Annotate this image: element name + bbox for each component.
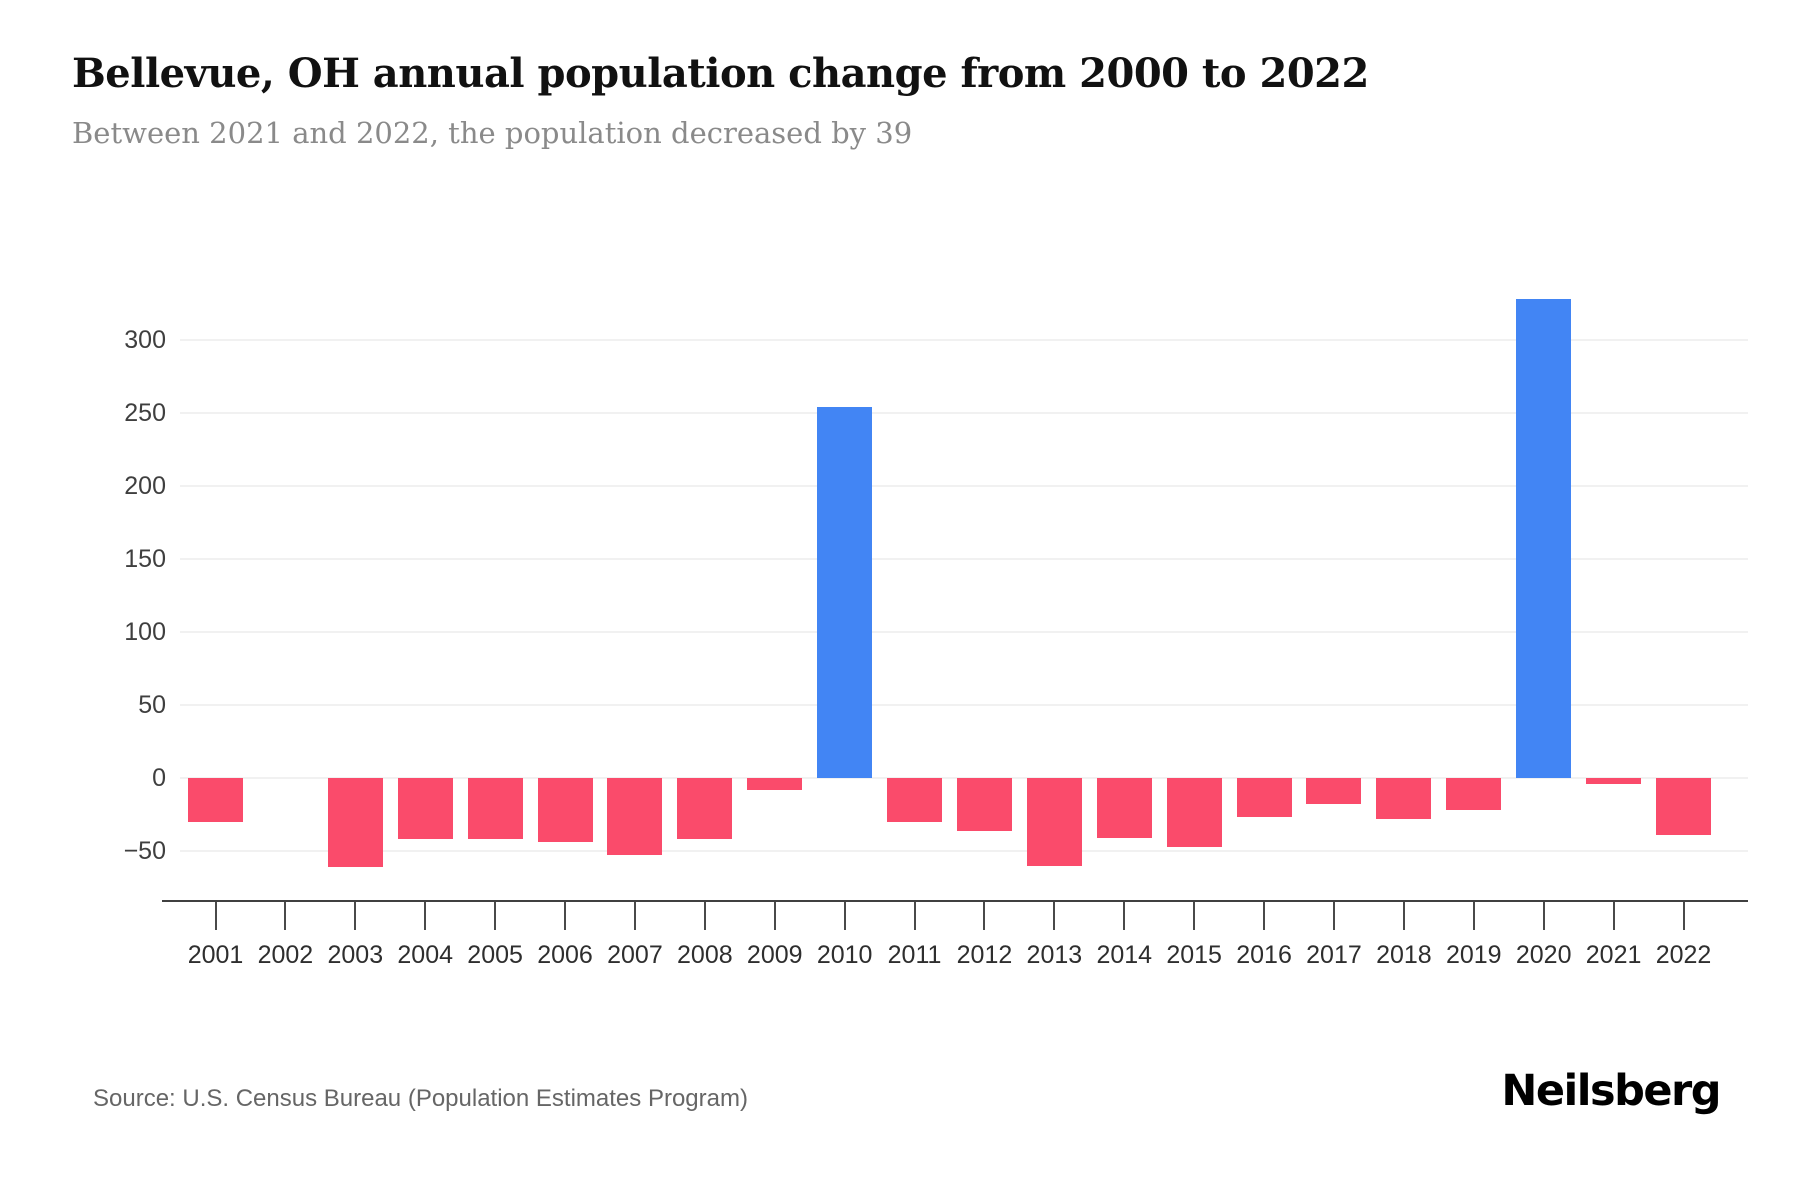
y-tick-label: 250: [124, 399, 166, 427]
x-tick-2011: [913, 902, 916, 930]
x-tick-label-2005: 2005: [467, 941, 523, 969]
x-tick-2018: [1402, 902, 1405, 930]
x-tick-2005: [494, 902, 497, 930]
x-tick-2003: [354, 902, 357, 930]
x-axis-line: [162, 900, 1748, 902]
bar-2018[interactable]: [1376, 778, 1432, 819]
bar-2014[interactable]: [1096, 778, 1152, 838]
x-tick-label-2016: 2016: [1236, 941, 1292, 969]
gridline-250: [180, 412, 1748, 414]
neilsberg-logo: Neilsberg: [1501, 1066, 1721, 1116]
x-tick-label-2018: 2018: [1376, 941, 1432, 969]
gridline-150: [180, 558, 1748, 560]
y-tick-label: 0: [152, 764, 166, 792]
y-tick-label: 50: [138, 691, 166, 719]
chart-subtitle: Between 2021 and 2022, the population de…: [72, 116, 913, 150]
x-tick-2008: [703, 902, 706, 930]
x-tick-2006: [564, 902, 567, 930]
x-tick-2009: [773, 902, 776, 930]
bar-2007[interactable]: [607, 778, 663, 856]
x-tick-label-2002: 2002: [257, 941, 314, 969]
gridline-100: [180, 631, 1748, 633]
x-tick-2007: [633, 902, 636, 930]
gridline-300: [180, 339, 1748, 341]
x-tick-2017: [1332, 902, 1335, 930]
x-tick-2021: [1612, 902, 1615, 930]
x-tick-2001: [214, 902, 217, 930]
x-tick-label-2007: 2007: [607, 941, 663, 969]
x-tick-label-2017: 2017: [1306, 941, 1362, 969]
y-tick-label: 300: [124, 326, 166, 354]
x-tick-label-2020: 2020: [1515, 941, 1572, 969]
x-tick-label-2010: 2010: [816, 941, 873, 969]
bar-2013[interactable]: [1026, 778, 1082, 866]
x-tick-label-2015: 2015: [1166, 941, 1222, 969]
bar-2022[interactable]: [1656, 778, 1711, 835]
bar-2003[interactable]: [327, 778, 383, 868]
bar-2006[interactable]: [537, 778, 593, 843]
bar-2017[interactable]: [1306, 778, 1362, 805]
x-tick-label-2008: 2008: [677, 941, 733, 969]
bar-2012[interactable]: [956, 778, 1012, 831]
chart-title: Bellevue, OH annual population change fr…: [72, 50, 1369, 97]
y-tick-label: 200: [124, 472, 166, 500]
x-tick-label-2019: 2019: [1445, 941, 1502, 969]
bar-2016[interactable]: [1236, 778, 1292, 818]
bar-2008[interactable]: [677, 778, 733, 840]
x-tick-2002: [284, 902, 287, 930]
gridline-50: [180, 704, 1748, 706]
bar-2015[interactable]: [1166, 778, 1222, 847]
gridline-200: [180, 485, 1748, 487]
bar-2010[interactable]: [817, 407, 873, 778]
bar-2020[interactable]: [1516, 299, 1572, 778]
x-tick-2019: [1472, 902, 1475, 930]
x-tick-label-2012: 2012: [956, 941, 1013, 969]
x-tick-2012: [983, 902, 986, 930]
y-tick-label: −50: [123, 837, 166, 865]
bar-2001[interactable]: [188, 778, 243, 822]
x-tick-2016: [1263, 902, 1266, 930]
bar-2004[interactable]: [397, 778, 453, 840]
gridline-−50: [180, 850, 1748, 852]
x-tick-label-2006: 2006: [537, 941, 593, 969]
x-tick-label-2022: 2022: [1655, 941, 1712, 969]
bar-2005[interactable]: [467, 778, 523, 840]
x-tick-2015: [1193, 902, 1196, 930]
x-tick-label-2013: 2013: [1026, 941, 1083, 969]
y-tick-label: 150: [124, 545, 166, 573]
x-tick-label-2001: 2001: [187, 941, 244, 969]
bar-2021[interactable]: [1586, 778, 1642, 784]
y-tick-label: 100: [124, 618, 166, 646]
x-tick-label-2014: 2014: [1096, 941, 1153, 969]
x-tick-2022: [1682, 902, 1685, 930]
x-tick-2004: [424, 902, 427, 930]
x-tick-2014: [1123, 902, 1126, 930]
x-tick-label-2004: 2004: [397, 941, 454, 969]
bar-2019[interactable]: [1446, 778, 1502, 811]
bar-2011[interactable]: [887, 778, 943, 822]
source-text: Source: U.S. Census Bureau (Population E…: [93, 1085, 748, 1112]
x-tick-label-2021: 2021: [1585, 941, 1642, 969]
x-tick-label-2009: 2009: [746, 941, 803, 969]
x-tick-label-2003: 2003: [327, 941, 384, 969]
bar-2009[interactable]: [747, 778, 803, 790]
x-tick-2013: [1053, 902, 1056, 930]
x-tick-2020: [1542, 902, 1545, 930]
x-tick-label-2011: 2011: [887, 941, 942, 969]
x-tick-2010: [843, 902, 846, 930]
